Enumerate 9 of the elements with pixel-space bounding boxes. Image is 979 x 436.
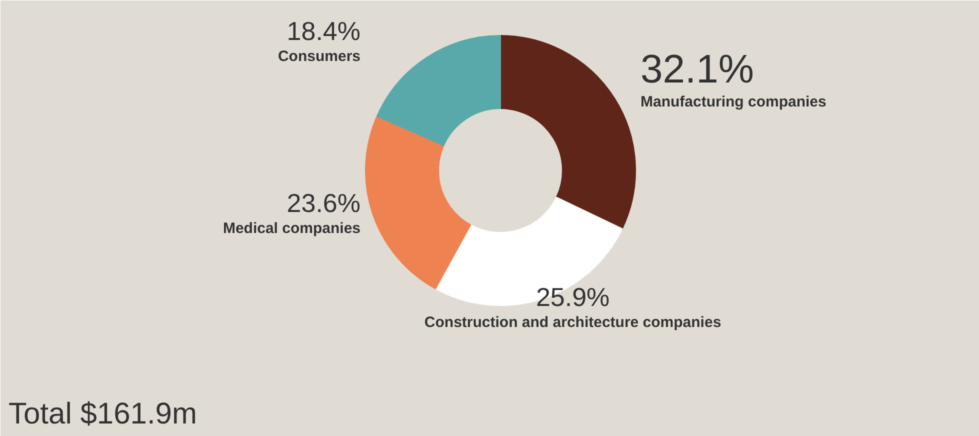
slice-label: Consumers [278,48,361,66]
data-label: 25.9% [536,282,610,312]
slice-label: Construction and architecture companies [424,314,722,331]
text: Total $161.9m [8,398,197,430]
slice-label: Manufacturing companies [640,93,826,110]
data-label: 32.1% [640,47,754,92]
data-label: 23.6% [286,188,361,218]
data-label: 18.4% [286,16,361,46]
slice-label: Medical companies [222,220,361,238]
